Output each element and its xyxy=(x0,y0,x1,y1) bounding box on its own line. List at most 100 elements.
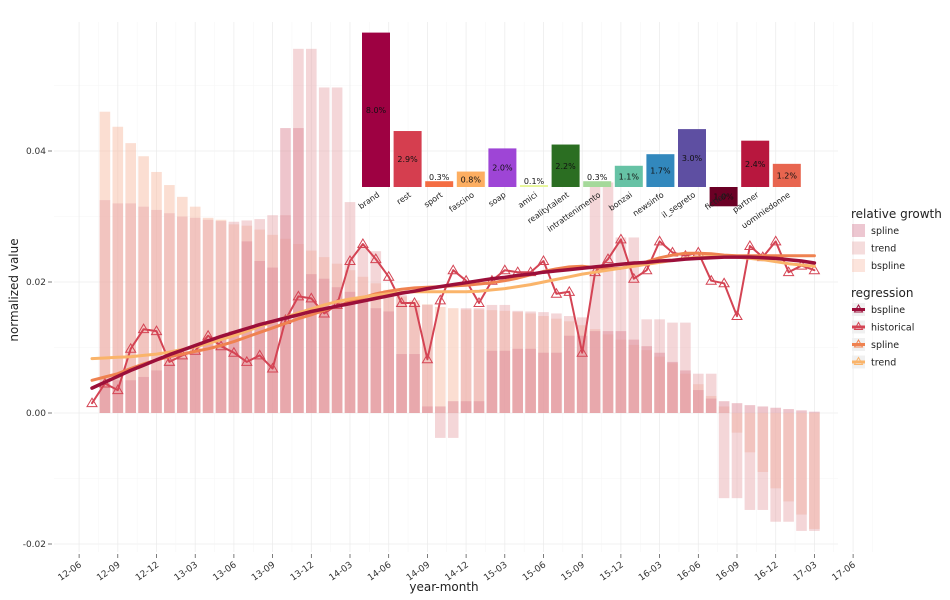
bar-trend-13-02 xyxy=(177,216,188,413)
line-bspline xyxy=(90,255,817,390)
bar-trend-16-05 xyxy=(680,322,691,413)
bar-trend-17-01 xyxy=(783,413,794,522)
bar-trend-12-10 xyxy=(125,203,136,413)
bar-bspline-16-09 xyxy=(731,413,743,433)
bar-spline-14-08 xyxy=(409,354,420,413)
inset-bar-realitytalent xyxy=(551,144,580,187)
legend-marker-bspline xyxy=(853,303,864,313)
legend-marker-historical xyxy=(853,321,864,330)
point-historical-15-09 xyxy=(576,346,589,357)
bar-spline-14-01 xyxy=(318,278,330,413)
x-tick-label: 17-06 xyxy=(831,560,858,583)
point-historical-16-10 xyxy=(744,239,756,250)
bar-spline-16-07 xyxy=(705,398,717,413)
point-historical-14-08 xyxy=(408,296,421,307)
inset-data-label: 2.4% xyxy=(745,160,766,169)
bar-spline-14-06 xyxy=(383,311,394,413)
bar-spline-15-09 xyxy=(576,335,588,413)
bar-spline-12-10 xyxy=(125,380,136,413)
bar-trend-12-09 xyxy=(112,203,124,413)
bar-bspline-17-02 xyxy=(796,413,807,515)
bar-spline-14-03 xyxy=(344,291,356,413)
x-tick-label: 12-12 xyxy=(134,560,161,583)
inset-data-label: 0.3% xyxy=(429,173,450,182)
y-tick-label: -0.02 xyxy=(23,540,46,550)
inset-data-label: 0.8% xyxy=(461,175,482,184)
point-historical-14-06 xyxy=(382,270,395,281)
point-historical-14-09 xyxy=(421,353,434,364)
x-tick-label: 12-06 xyxy=(57,560,84,583)
x-tick-label: 13-06 xyxy=(211,560,238,583)
bar-bspline-14-11 xyxy=(447,308,459,413)
inset-bar-chart: 8.0% brand 2.9% rest 0.3% sport 0.8% fascino 2.0… xyxy=(357,32,801,234)
legend-label-trend: trend xyxy=(871,358,896,369)
legend-label-bspline: bspline xyxy=(871,305,905,316)
bar-spline-15-08 xyxy=(564,335,575,413)
point-historical-15-11 xyxy=(602,253,614,264)
y-tick-label: 0.00 xyxy=(26,409,46,419)
point-historical-16-02 xyxy=(640,264,653,275)
bar-trend-17-02 xyxy=(796,413,807,531)
bar-spline-14-05 xyxy=(370,308,382,413)
inset-bar-fascino xyxy=(456,171,485,187)
bar-spline-13-11 xyxy=(293,128,304,413)
bar-trend-15-01 xyxy=(473,308,485,413)
bar-spline-13-02 xyxy=(177,357,188,413)
bar-bspline-13-05 xyxy=(215,219,227,413)
inset-bar-fiction xyxy=(709,187,738,207)
point-historical-15-12 xyxy=(615,233,627,244)
bar-spline-15-01 xyxy=(473,401,485,413)
bar-spline-16-04 xyxy=(667,361,678,413)
inset-data-label: 2.0% xyxy=(492,164,513,173)
bar-spline-13-10 xyxy=(280,128,291,413)
x-tick-label: 16-03 xyxy=(637,560,664,583)
bar-bspline-17-01 xyxy=(783,413,794,502)
inset-bar-soap xyxy=(488,148,517,187)
bar-spline-13-06 xyxy=(228,331,240,413)
x-axis-title: year-month xyxy=(409,580,478,594)
y-axis-title: normalized value xyxy=(7,238,21,341)
bar-bspline-16-10 xyxy=(744,413,756,453)
bar-spline-15-10 xyxy=(589,331,601,413)
bar-spline-15-04 xyxy=(512,348,523,413)
bar-spline-14-10 xyxy=(435,406,446,413)
point-historical-14-01 xyxy=(318,307,331,318)
bar-trend-16-10 xyxy=(744,413,756,510)
bar-spline-16-11 xyxy=(757,406,769,413)
bar-spline-16-03 xyxy=(654,352,665,413)
point-historical-12-10 xyxy=(124,342,137,353)
bar-bspline-13-06 xyxy=(228,224,240,413)
bar-trend-14-11 xyxy=(447,413,459,438)
point-historical-14-07 xyxy=(395,296,408,307)
bar-trend-15-11 xyxy=(602,182,614,413)
point-historical-12-09 xyxy=(111,384,124,395)
x-tick-label: 15-03 xyxy=(482,560,509,583)
point-historical-15-03 xyxy=(498,264,511,275)
inset-data-label: 2.9% xyxy=(397,155,418,164)
bar-bspline-16-11 xyxy=(757,413,769,472)
bar-spline-14-07 xyxy=(396,354,407,413)
point-historical-12-11 xyxy=(137,323,150,334)
point-historical-15-06 xyxy=(537,255,550,266)
bar-spline-15-06 xyxy=(538,352,549,413)
plot-panel: 8.0% brand 2.9% rest 0.3% sport 0.8% fascino 2.0… xyxy=(54,22,873,552)
bar-trend-14-01 xyxy=(318,87,330,413)
y-tick-label: 0.04 xyxy=(26,147,46,157)
point-historical-15-08 xyxy=(563,285,576,296)
bar-bspline-12-08 xyxy=(99,111,111,413)
point-historical-14-05 xyxy=(369,253,382,264)
legend-title-regression: regression xyxy=(851,286,914,300)
inset-bar-intrattenimento xyxy=(583,181,612,187)
x-tick-label: 13-03 xyxy=(173,560,200,583)
x-tick-label: 15-12 xyxy=(598,560,625,583)
bar-spline-16-01 xyxy=(628,339,640,413)
point-historical-17-03 xyxy=(808,264,821,275)
bar-trend-16-01 xyxy=(628,237,640,413)
bar-spline-15-11 xyxy=(602,331,614,413)
bar-trend-14-10 xyxy=(435,413,446,438)
point-historical-13-11 xyxy=(292,290,305,301)
point-historical-13-07 xyxy=(240,355,253,366)
inset-bar-bonzai xyxy=(614,165,643,187)
inset-bar-brand xyxy=(362,32,390,187)
bar-bspline-16-12 xyxy=(770,413,781,489)
